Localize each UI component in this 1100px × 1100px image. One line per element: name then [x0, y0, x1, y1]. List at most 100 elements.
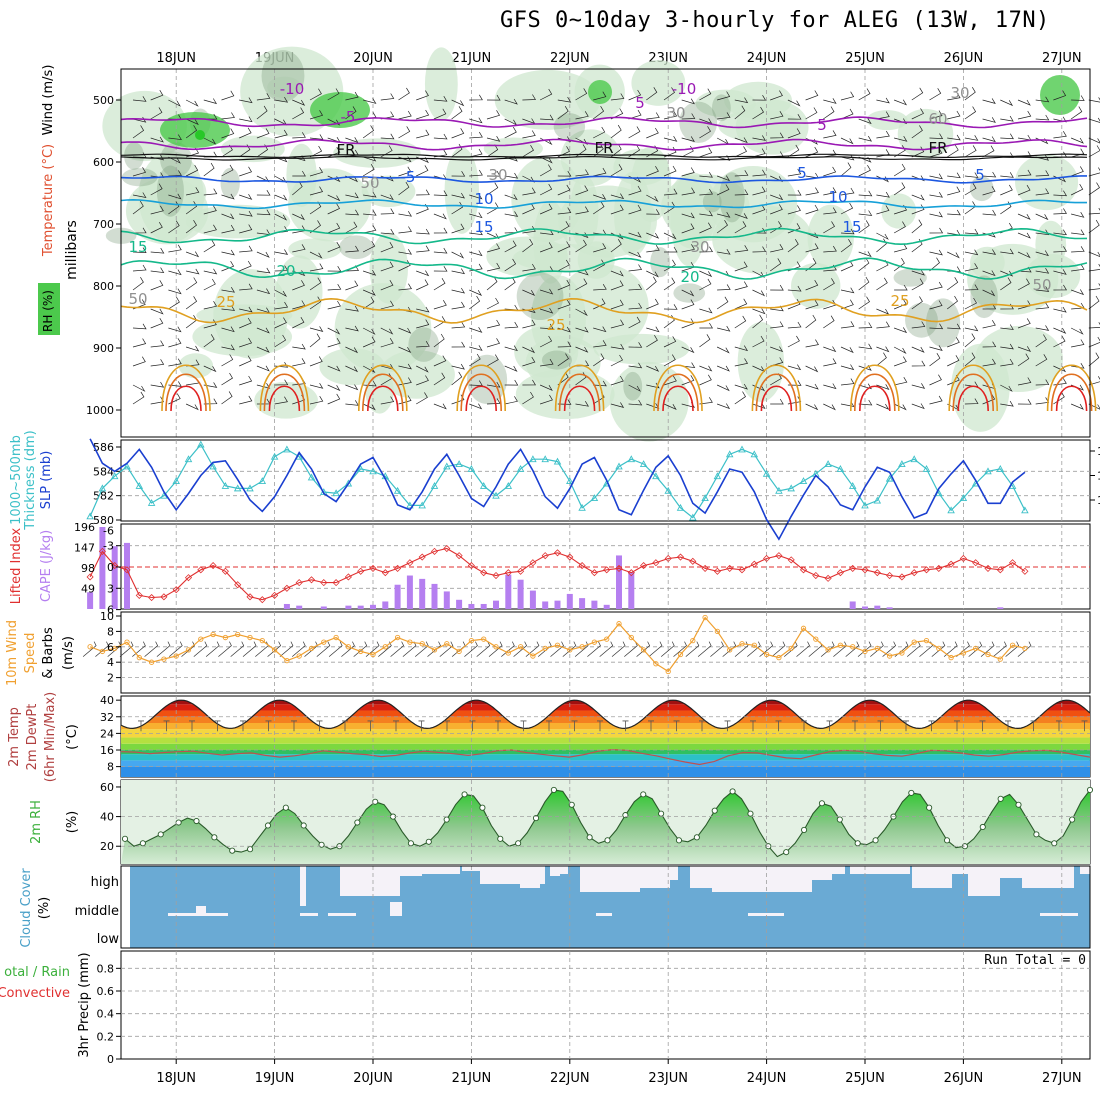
wind-barb [929, 173, 943, 180]
cape-bar [874, 605, 881, 609]
wind-barb-10m [919, 641, 933, 657]
wind-barb-10m [771, 641, 786, 657]
rh-shade-area-dark [719, 172, 745, 223]
wind-barb [1000, 99, 1014, 107]
y-tick-label: 0.4 [97, 1008, 115, 1021]
isotherm-boundary-layer [367, 385, 399, 412]
wind-barb [416, 375, 429, 386]
temp-minmax-whisker [826, 720, 833, 732]
wind-barb [309, 220, 321, 234]
wind-barb [539, 88, 553, 101]
lifted-index-marker [738, 566, 746, 574]
wind-barb-10m [464, 641, 478, 657]
wind-barb [734, 105, 746, 120]
wind-barb [929, 88, 942, 101]
rh-shade-area-dark [124, 142, 144, 170]
cloud-clear-gap [690, 866, 714, 888]
wind-barb [752, 270, 765, 278]
wind-barb [256, 105, 268, 120]
rh-marker [711, 807, 718, 814]
wind-barb [575, 372, 587, 386]
y-tick-label: 4 [107, 656, 114, 669]
wind-speed-marker [456, 648, 462, 655]
rh-shade-area-dark [160, 142, 192, 178]
wind-speed-marker [259, 637, 265, 644]
wind-barb-10m [501, 641, 515, 657]
wind-barb [345, 192, 359, 199]
isotherm-label-purple: -10 [672, 80, 697, 98]
wind-barb [239, 375, 253, 386]
thickness-marker [270, 452, 279, 460]
lifted-index-marker [935, 564, 943, 572]
cape-bar [542, 601, 549, 609]
thickness-axis-label: Thickness (dm) [23, 430, 38, 530]
wind-barb [893, 327, 908, 334]
wind-barb [734, 345, 749, 352]
wind-barb [911, 383, 926, 389]
wind-barb [1035, 188, 1050, 196]
wind-barb [150, 381, 165, 388]
wind-speed-marker [616, 621, 622, 627]
wind-speed-marker [505, 650, 511, 656]
wind-barb [716, 184, 730, 196]
y-tick-label: 500 [93, 94, 114, 107]
wind-barb [681, 167, 695, 177]
wind-barb [168, 358, 182, 367]
wind-barb [610, 143, 622, 158]
wind-barb [150, 318, 164, 329]
wind-barb [911, 194, 925, 201]
wind-barb [964, 333, 976, 348]
wind-barb-10m [993, 641, 1007, 657]
temp-color-band [121, 723, 1090, 730]
rh-marker [568, 801, 575, 808]
wind-barb-10m [648, 641, 663, 657]
cape-tick-label: 147 [74, 542, 95, 555]
wind-barb [858, 135, 873, 142]
wind-barb [150, 205, 164, 215]
y-tick-label: 60 [100, 781, 114, 794]
wind-barb [717, 212, 731, 218]
wind-barb [964, 352, 976, 367]
wind-barb [362, 403, 376, 411]
x-tick-label-bottom: 23JUN [648, 1071, 688, 1086]
lifted-index-marker [578, 562, 586, 570]
wind-barb [876, 352, 887, 367]
wind-barb-10m [636, 641, 651, 657]
thickness-marker [123, 462, 131, 470]
wind-speed-marker [530, 653, 536, 659]
wind-barb [681, 289, 695, 297]
wind-barb [1035, 268, 1050, 274]
rh-marker [872, 837, 879, 844]
rh-shade-area-dark [623, 371, 643, 401]
wind-barb [858, 165, 871, 177]
wind-barb [557, 241, 571, 253]
wind-barb [522, 187, 536, 196]
wind-barb [734, 221, 747, 234]
cloud-clear-gap [462, 866, 482, 871]
wind-barb [557, 299, 571, 310]
wind-barb [345, 280, 359, 291]
wind-barb [451, 143, 463, 158]
wind-barb [203, 162, 215, 177]
thickness-marker [369, 467, 377, 475]
cloud-level-label: low [97, 932, 120, 947]
wind-barb [840, 187, 855, 196]
wind-speed-marker [321, 639, 327, 645]
lifted-index-marker [443, 544, 451, 553]
lifted-index-line [89, 547, 1026, 601]
wind-barb [309, 263, 324, 272]
y-tick-label: 24 [100, 727, 114, 740]
wind-barb [256, 251, 270, 258]
wind-speed-marker [973, 645, 979, 651]
wind-barb [557, 399, 572, 405]
lifted-index-marker [344, 573, 352, 581]
wind-barb [769, 258, 782, 272]
wind-barb [610, 93, 625, 101]
wind-barb [469, 131, 483, 139]
rh-shade-area-dark [553, 113, 586, 141]
rh-shade-area-green [160, 112, 230, 148]
rh-shade-area-dark [925, 298, 961, 348]
wind-barb [504, 321, 519, 329]
wind-barb [610, 270, 624, 277]
lifted-index-marker [566, 553, 574, 561]
